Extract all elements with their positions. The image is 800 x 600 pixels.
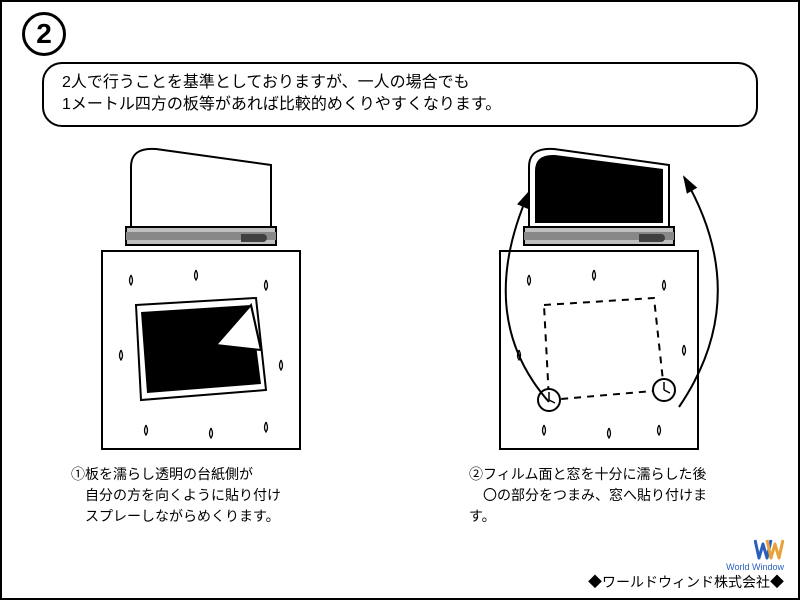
right-caption: ②フィルム面と窓を十分に濡らした後 〇の部分をつまみ、窓へ貼り付けます。	[469, 464, 729, 527]
step-number-text: 2	[36, 18, 52, 50]
right-panel: ②フィルム面と窓を十分に濡らした後 〇の部分をつまみ、窓へ貼り付けます。	[434, 137, 764, 527]
step-number-badge: 2	[22, 12, 66, 56]
left-window-icon	[101, 137, 301, 252]
footer: World Window ◆ワールドウィンド株式会社◆	[588, 538, 784, 592]
instruction-line-1: 2人で行うことを基準としておりますが、一人の場合でも	[62, 72, 738, 94]
left-caption: ①板を濡らし透明の台紙側が 自分の方を向くように貼り付け スプレーしながらめくり…	[71, 464, 331, 527]
logo-icon	[588, 538, 784, 560]
panels-row: ①板を濡らし透明の台紙側が 自分の方を向くように貼り付け スプレーしながらめくり…	[2, 137, 798, 527]
logo-text: World Window	[588, 562, 784, 572]
right-window-icon	[499, 137, 699, 252]
left-panel: ①板を濡らし透明の台紙側が 自分の方を向くように貼り付け スプレーしながらめくり…	[36, 137, 366, 527]
right-board-icon	[499, 250, 699, 450]
company-name: ◆ワールドウィンド株式会社◆	[588, 572, 784, 592]
left-board-icon	[101, 250, 301, 450]
instruction-bubble: 2人で行うことを基準としておりますが、一人の場合でも 1メートル四方の板等があれ…	[42, 62, 758, 127]
instruction-line-2: 1メートル四方の板等があれば比較的めくりやすくなります。	[62, 94, 738, 116]
